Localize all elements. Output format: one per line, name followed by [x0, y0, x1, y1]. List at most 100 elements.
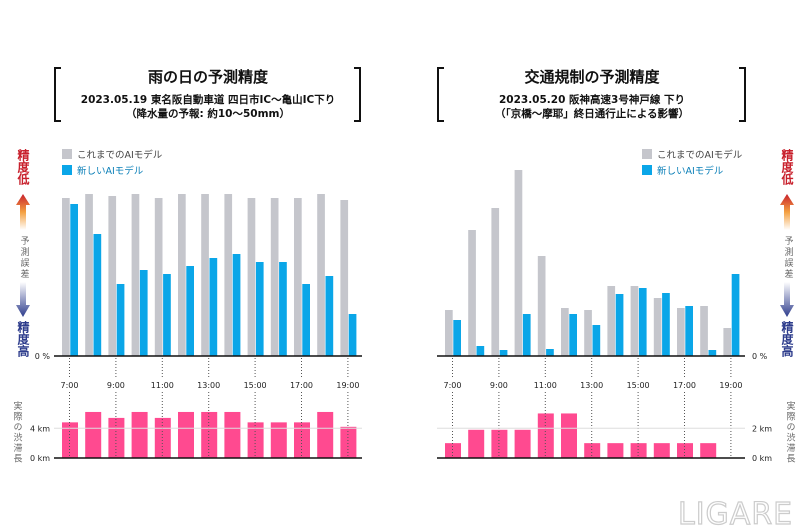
chart-title: 雨の日の予測精度: [148, 68, 269, 86]
legend-swatch: [62, 165, 72, 175]
bar-old-model: [700, 306, 708, 356]
bar-congestion: [537, 413, 554, 458]
x-tick-label: 13:00: [580, 381, 603, 390]
congestion-tick-label: 0 km: [30, 454, 50, 463]
bar-old-model: [677, 308, 685, 356]
bar-new-model: [163, 274, 171, 356]
bar-congestion: [561, 413, 577, 458]
x-tick-label: 11:00: [151, 381, 174, 390]
x-tick-label: 19:00: [336, 381, 359, 390]
accuracy-low-label: 精度低: [780, 149, 794, 185]
bar-old-model: [723, 328, 732, 356]
bar-old-model: [537, 256, 546, 356]
bar-new-model: [638, 288, 647, 356]
bar-new-model: [592, 325, 601, 356]
bar-congestion: [584, 443, 601, 458]
bar-old-model: [445, 310, 453, 356]
bar-new-model: [662, 293, 670, 356]
bar-congestion: [700, 443, 717, 458]
x-tick-label: 7:00: [444, 381, 462, 390]
arrow-up-icon: [780, 194, 794, 230]
chart-panel-1: 雨の日の予測精度 2023.05.19 東名阪自動車道 四日市IC〜亀山IC下り（…: [16, 67, 362, 463]
accuracy-high-label: 精度高: [780, 321, 794, 357]
bar-old-model: [154, 198, 163, 356]
bar-old-model: [584, 310, 592, 356]
bar-old-model: [630, 286, 639, 356]
accuracy-low-label: 精度低: [16, 149, 30, 185]
bar-old-model: [561, 308, 569, 356]
accuracy-high-label: 精度高: [16, 321, 30, 357]
legend-label: 新しいAIモデル: [77, 165, 144, 177]
bar-congestion: [607, 443, 624, 458]
bar-new-model: [232, 254, 241, 356]
bar-old-model: [108, 196, 117, 356]
x-tick-label: 7:00: [61, 381, 79, 390]
y-zero-label: 0 %: [35, 352, 51, 361]
legend-label: 新しいAIモデル: [657, 165, 724, 177]
bar-old-model: [131, 194, 140, 356]
bar-new-model: [522, 314, 531, 356]
bar-congestion: [653, 443, 670, 458]
bar-new-model: [708, 350, 717, 356]
bar-new-model: [453, 320, 461, 356]
bracket-right: [354, 67, 361, 122]
bar-old-model: [247, 198, 256, 356]
congestion-tick-label: 2 km: [752, 424, 772, 433]
bar-old-model: [178, 194, 186, 356]
x-tick-label: 17:00: [290, 381, 313, 390]
bracket-right: [739, 67, 746, 122]
bar-old-model: [294, 198, 302, 356]
bar-congestion: [178, 411, 194, 458]
bar-new-model: [70, 204, 78, 356]
legend-swatch: [62, 149, 72, 159]
bar-new-model: [93, 234, 102, 356]
x-tick-label: 15:00: [627, 381, 650, 390]
x-tick-label: 11:00: [534, 381, 557, 390]
bar-new-model: [186, 266, 194, 356]
bar-new-model: [325, 276, 334, 356]
bar-old-model: [653, 298, 662, 356]
bar-old-model: [85, 194, 93, 356]
bar-new-model: [139, 270, 148, 356]
bar-new-model: [279, 262, 287, 356]
bar-new-model: [476, 346, 485, 356]
bar-new-model: [499, 350, 508, 356]
arrow-down-icon: [780, 282, 794, 317]
legend-swatch: [642, 165, 652, 175]
bar-new-model: [685, 306, 693, 356]
legend-label: これまでのAIモデル: [657, 149, 743, 161]
prediction-error-label: 予測誤差: [18, 236, 29, 280]
chart-subtitle: 2023.05.19 東名阪自動車道 四日市IC〜亀山IC下り: [81, 93, 335, 106]
bar-new-model: [116, 284, 125, 356]
bar-old-model: [468, 230, 476, 356]
bar-new-model: [209, 258, 218, 356]
bar-congestion: [630, 443, 647, 458]
bar-congestion: [468, 429, 485, 458]
bar-old-model: [340, 200, 349, 356]
legend-swatch: [642, 149, 652, 159]
bar-new-model: [546, 349, 554, 356]
bar-old-model: [224, 194, 233, 356]
congestion-length-label: 実際の渋滞長: [784, 401, 795, 464]
bar-old-model: [62, 198, 70, 356]
bar-congestion: [445, 443, 461, 458]
bar-congestion: [85, 411, 102, 458]
ligare-logo: LIGARE: [678, 497, 793, 532]
bar-new-model: [302, 284, 310, 356]
y-zero-label: 0 %: [752, 352, 768, 361]
chart-subtitle: （降水量の予報: 約10〜50mm）: [126, 107, 290, 120]
chart-subtitle: （「京橋〜摩耶」終日通行止による影響）: [495, 107, 689, 120]
chart-subtitle: 2023.05.20 阪神高速3号神戸線 下り: [499, 93, 685, 106]
bar-old-model: [270, 198, 279, 356]
bar-congestion: [270, 422, 287, 458]
bar-congestion: [224, 411, 241, 458]
bar-new-model: [731, 274, 740, 356]
bar-congestion: [317, 411, 334, 458]
congestion-tick-label: 0 km: [752, 454, 772, 463]
bar-new-model: [615, 294, 624, 356]
bar-congestion: [677, 443, 693, 458]
arrow-up-icon: [16, 194, 30, 230]
bar-congestion: [514, 429, 531, 458]
arrow-down-icon: [16, 282, 30, 317]
